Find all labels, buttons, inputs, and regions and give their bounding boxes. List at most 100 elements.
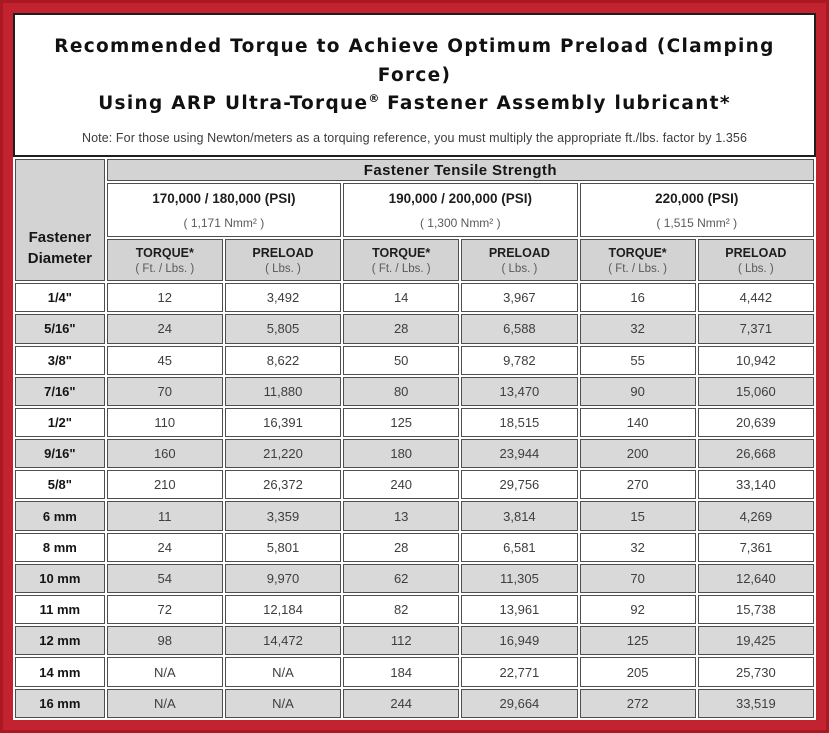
table-row: 8 mm 24 5,801 28 6,581 32 7,361 (15, 532, 814, 562)
torque-label: TORQUE* (372, 245, 431, 260)
torque-value-cell: 184 (343, 657, 460, 687)
torque-value-cell: 24 (106, 532, 223, 562)
diameter-cell: 1/2" (15, 407, 105, 438)
preload-value-cell: 3,814 (461, 501, 578, 531)
page-content: Recommended Torque to Achieve Optimum Pr… (13, 13, 816, 720)
torque-value-cell: 272 (579, 688, 696, 718)
table-row: 5/16" 24 5,805 28 6,588 32 7,371 (15, 314, 814, 344)
torque-value-cell: 70 (579, 563, 696, 594)
torque-value-cell: N/A (106, 657, 223, 687)
corner-header-fastener-diameter: Fastener Diameter (15, 159, 105, 282)
torque-value-cell: 200 (579, 439, 696, 469)
preload-value-cell: 22,771 (461, 657, 578, 687)
preload-value-cell: 12,640 (697, 563, 814, 594)
diameter-cell: 1/4" (15, 283, 105, 313)
torque-value-cell: 82 (343, 595, 460, 625)
preload-unit: ( Lbs. ) (737, 262, 774, 275)
torque-value-cell: 110 (106, 407, 223, 438)
torque-value-cell: 244 (343, 688, 460, 718)
preload-column-header: PRELOAD ( Lbs. ) (697, 239, 814, 282)
psi-label: 220,000 (PSI) (655, 190, 739, 206)
torque-value-cell: N/A (106, 688, 223, 718)
preload-value-cell: 26,372 (224, 470, 342, 500)
torque-value-cell: 28 (343, 532, 460, 562)
torque-column-header: TORQUE* ( Ft. / Lbs. ) (343, 239, 460, 282)
torque-value-cell: 45 (106, 345, 223, 375)
nmm-label: ( 1,300 Nmm² ) (419, 215, 501, 230)
table-row: 10 mm 54 9,970 62 11,305 70 12,640 (15, 563, 814, 594)
table-header-row-columns: TORQUE* ( Ft. / Lbs. ) PRELOAD ( Lbs. ) … (15, 239, 814, 282)
page-title-line2: Using ARP Ultra-Torque® Fastener Assembl… (25, 90, 804, 119)
preload-value-cell: 29,756 (461, 470, 578, 500)
preload-value-cell: 4,269 (697, 501, 814, 531)
diameter-cell: 7/16" (15, 376, 105, 406)
torque-value-cell: 55 (579, 345, 696, 375)
preload-value-cell: 25,730 (697, 657, 814, 687)
torque-unit: ( Ft. / Lbs. ) (135, 262, 195, 275)
torque-label: TORQUE* (608, 245, 667, 260)
corner-header-line1: Fastener (28, 228, 92, 246)
preload-value-cell: 9,782 (461, 345, 578, 375)
title-line2-text: Using ARP Ultra-Torque (98, 93, 369, 115)
diameter-cell: 16 mm (15, 688, 105, 718)
preload-value-cell: 3,359 (224, 501, 342, 531)
table-row: 1/4" 12 3,492 14 3,967 16 4,442 (15, 283, 814, 313)
torque-value-cell: 16 (579, 283, 696, 313)
torque-value-cell: 62 (343, 563, 460, 594)
torque-value-cell: 54 (106, 563, 223, 594)
table-header-row-main: Fastener Diameter Fastener Tensile Stren… (15, 159, 814, 282)
torque-value-cell: 14 (343, 283, 460, 313)
preload-value-cell: 5,805 (224, 314, 342, 344)
diameter-cell: 3/8" (15, 345, 105, 375)
psi-group-header-170-180: 170,000 / 180,000 (PSI) ( 1,171 Nmm² ) (106, 183, 342, 238)
preload-value-cell: N/A (224, 657, 342, 687)
torque-label: TORQUE* (135, 245, 194, 260)
torque-value-cell: 180 (343, 439, 460, 469)
torque-value-cell: 92 (579, 595, 696, 625)
preload-value-cell: 10,942 (697, 345, 814, 375)
diameter-cell: 11 mm (15, 595, 105, 625)
preload-value-cell: 21,220 (224, 439, 342, 469)
preload-unit: ( Lbs. ) (265, 262, 301, 275)
torque-value-cell: 112 (343, 626, 460, 656)
psi-group-header-190-200: 190,000 / 200,000 (PSI) ( 1,300 Nmm² ) (343, 183, 578, 238)
title-line2-text-after: Fastener Assembly lubricant* (379, 93, 731, 115)
preload-value-cell: 15,060 (697, 376, 814, 406)
torque-value-cell: 270 (579, 470, 696, 500)
torque-value-cell: 80 (343, 376, 460, 406)
torque-value-cell: 32 (579, 314, 696, 344)
torque-value-cell: 11 (106, 501, 223, 531)
preload-value-cell: 15,738 (697, 595, 814, 625)
torque-value-cell: 13 (343, 501, 460, 531)
torque-value-cell: 240 (343, 470, 460, 500)
diameter-cell: 5/8" (15, 470, 105, 500)
torque-value-cell: 210 (106, 470, 223, 500)
preload-value-cell: 5,801 (224, 532, 342, 562)
preload-value-cell: 13,470 (461, 376, 578, 406)
torque-value-cell: 12 (106, 283, 223, 313)
torque-value-cell: 15 (579, 501, 696, 531)
preload-value-cell: 16,391 (224, 407, 342, 438)
preload-unit: ( Lbs. ) (501, 262, 538, 275)
torque-value-cell: 24 (106, 314, 223, 344)
nmm-label: ( 1,171 Nmm² ) (183, 215, 265, 230)
nmm-label: ( 1,515 Nmm² ) (656, 215, 738, 230)
psi-label: 170,000 / 180,000 (PSI) (152, 190, 296, 206)
preload-value-cell: 7,371 (697, 314, 814, 344)
table-row: 7/16" 70 11,880 80 13,470 90 15,060 (15, 376, 814, 406)
preload-value-cell: 26,668 (697, 439, 814, 469)
diameter-cell: 10 mm (15, 563, 105, 594)
preload-label: PRELOAD (252, 245, 314, 260)
preload-value-cell: 7,361 (697, 532, 814, 562)
torque-value-cell: 32 (579, 532, 696, 562)
torque-value-cell: 90 (579, 376, 696, 406)
table-header-row-psi: 170,000 / 180,000 (PSI) ( 1,171 Nmm² ) 1… (15, 183, 814, 238)
table-row: 1/2" 110 16,391 125 18,515 140 20,639 (15, 407, 814, 438)
preload-value-cell: 6,588 (461, 314, 578, 344)
diameter-cell: 9/16" (15, 439, 105, 469)
preload-column-header: PRELOAD ( Lbs. ) (224, 239, 342, 282)
preload-value-cell: 33,519 (697, 688, 814, 718)
torque-value-cell: 50 (343, 345, 460, 375)
torque-value-cell: 140 (579, 407, 696, 438)
preload-value-cell: 20,639 (697, 407, 814, 438)
